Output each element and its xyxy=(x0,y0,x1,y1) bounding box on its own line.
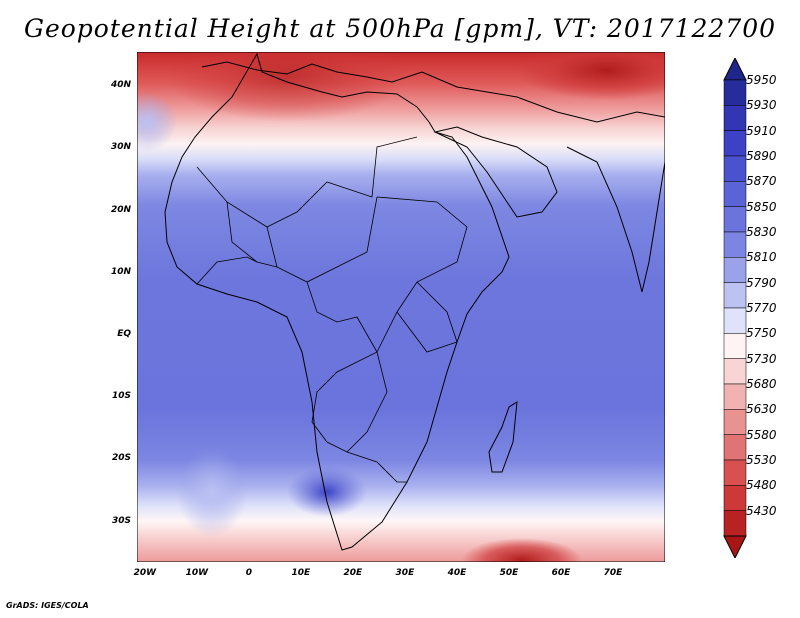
colorbar-label: 5480 xyxy=(746,478,777,493)
lon-label: 60E xyxy=(551,568,571,578)
colorbar-label: 5910 xyxy=(746,123,777,138)
colorbar-label: 5530 xyxy=(746,453,777,467)
madagascar-coast xyxy=(488,401,518,473)
lon-label: 40E xyxy=(447,568,467,578)
coastlines xyxy=(164,52,665,551)
lon-label: 10E xyxy=(291,568,311,578)
colorbar-segment xyxy=(723,257,747,283)
colorbar-bottom-arrow xyxy=(723,535,747,558)
colorbar-label: 5950 xyxy=(746,73,777,87)
high-north-east xyxy=(517,52,665,100)
colorbar-label: 5630 xyxy=(746,402,777,417)
low-mediterranean xyxy=(167,52,407,122)
geopotential-height-map xyxy=(137,52,665,562)
colorbar-label: 5810 xyxy=(746,250,777,265)
trough-north-atlantic xyxy=(137,92,177,152)
colorbar-label: 5580 xyxy=(746,427,777,442)
lon-label: 20E xyxy=(343,568,363,578)
trough-atlantic xyxy=(177,447,247,537)
africa-coast xyxy=(164,52,510,551)
map-title: Geopotential Height at 500hPa [gpm], VT:… xyxy=(23,14,777,43)
northern-coasts xyxy=(201,61,665,123)
lon-label: 0 xyxy=(245,568,252,578)
colorbar xyxy=(723,58,747,558)
lon-label: 20W xyxy=(133,568,157,578)
colorbar-label: 5770 xyxy=(746,301,777,315)
arabia-coast xyxy=(433,126,558,218)
india-coast xyxy=(566,146,665,293)
lat-label: 30N xyxy=(110,142,131,153)
colorbar-segment xyxy=(723,434,747,461)
lon-label: 50E xyxy=(499,568,519,578)
lat-label: 20S xyxy=(111,453,131,464)
lat-label: 30S xyxy=(111,515,131,526)
lat-label: 40N xyxy=(110,80,131,91)
lon-label: 70E xyxy=(603,568,623,578)
colorbar-label: 5850 xyxy=(746,199,777,214)
lon-label: 10W xyxy=(185,568,209,578)
colorbar-label: 5830 xyxy=(746,225,777,239)
colorbar-label: 5790 xyxy=(746,275,777,290)
colorbar-segment xyxy=(723,282,747,309)
grads-credit: GrADS: IGES/COLA xyxy=(6,601,89,610)
high-kalahari xyxy=(287,467,367,517)
colorbar-segment xyxy=(723,206,747,233)
colorbar-label: 5750 xyxy=(746,326,777,341)
colorbar-label: 5730 xyxy=(746,351,777,366)
colorbar-segment xyxy=(723,105,747,131)
colorbar-segment xyxy=(723,485,747,511)
colorbar-label: 5680 xyxy=(746,377,777,391)
colorbar-segment xyxy=(723,409,747,435)
colorbar-segment xyxy=(723,155,747,182)
colorbar-label: 5430 xyxy=(746,503,777,518)
colorbar-segment xyxy=(723,358,747,385)
country-borders xyxy=(196,136,468,483)
colorbar-segment xyxy=(723,383,747,410)
colorbar-segment xyxy=(723,307,747,334)
colorbar-segment xyxy=(723,181,747,207)
colorbar-top-arrow xyxy=(723,58,747,81)
colorbar-label: 5870 xyxy=(746,174,777,189)
colorbar-label: 5930 xyxy=(746,98,777,113)
colorbar-segment xyxy=(723,79,747,106)
lon-label: 30E xyxy=(395,568,415,578)
colorbar-label: 5890 xyxy=(746,149,777,163)
colorbar-segment xyxy=(723,231,747,258)
lat-label: 20N xyxy=(110,204,131,215)
lat-label: 10N xyxy=(110,266,131,277)
lat-label: 10S xyxy=(111,391,131,402)
colorbar-segment xyxy=(723,333,747,359)
colorbar-segment xyxy=(723,510,747,537)
colorbar-segment xyxy=(723,459,747,486)
low-south-indian xyxy=(462,538,582,562)
lat-label: EQ xyxy=(117,328,131,339)
colorbar-segment xyxy=(723,130,747,157)
